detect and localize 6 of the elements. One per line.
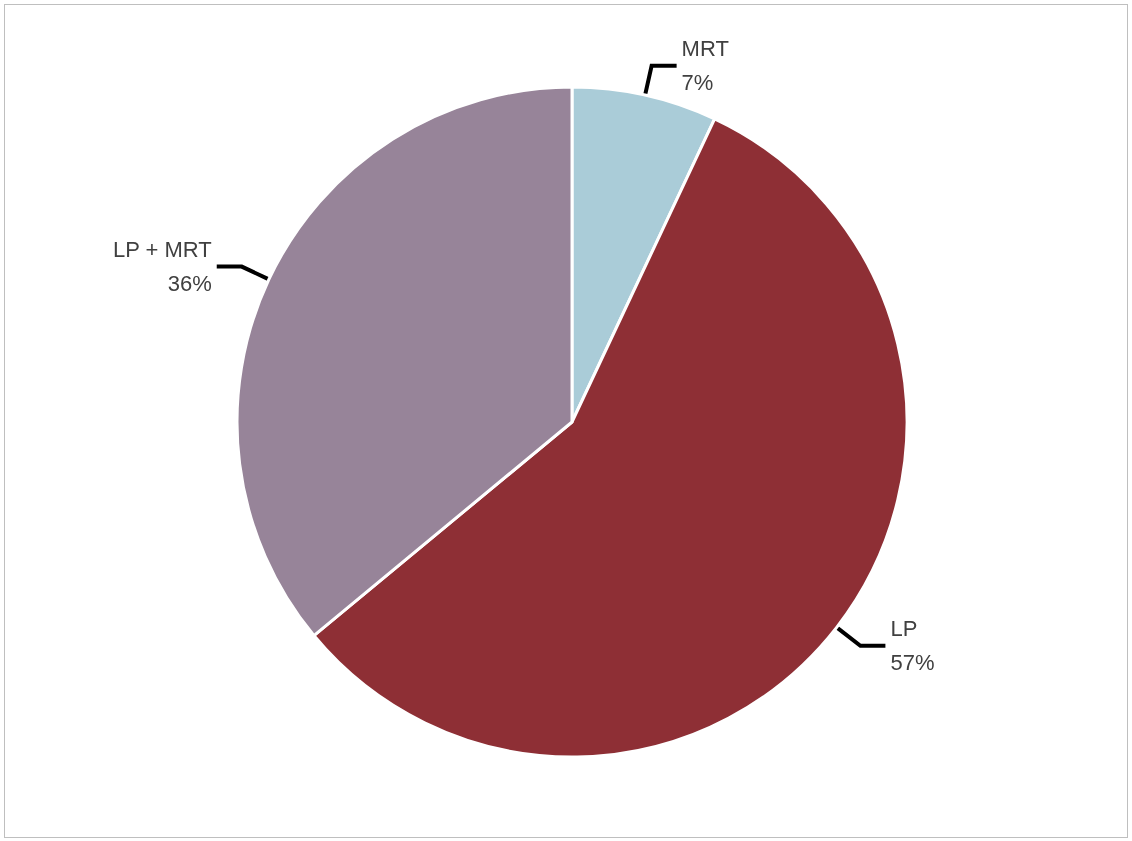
data-label: 36% — [167, 271, 212, 297]
slice-label: LP — [890, 616, 918, 642]
data-label: 57% — [890, 650, 935, 676]
slice-label: MRT — [681, 36, 729, 62]
slice-label: LP + MRT — [112, 237, 212, 263]
data-label: 7% — [681, 70, 714, 96]
